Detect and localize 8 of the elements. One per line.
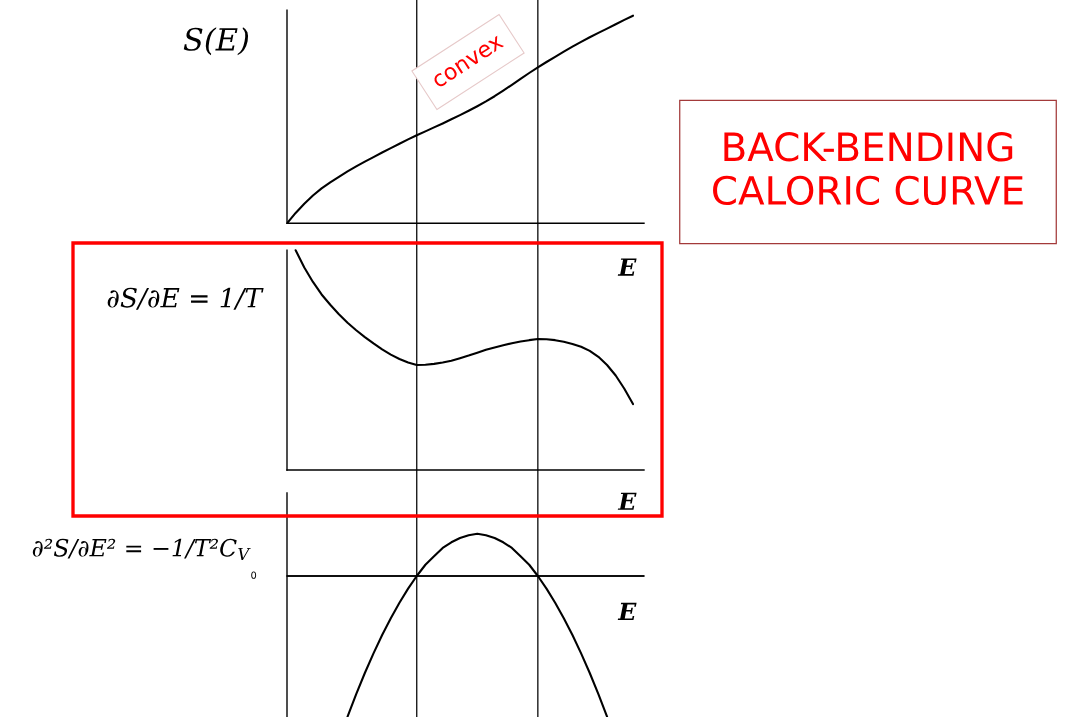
y-axis-title: ∂S/∂E = 1/T <box>107 287 264 310</box>
text: BACK-BENDING CALORIC CURVE <box>713 132 1023 206</box>
y-axis-title: S(E) <box>183 27 249 56</box>
x-axis-title: E <box>617 492 637 510</box>
x-axis-title: E <box>617 258 637 276</box>
ref-line-label: 0 <box>251 571 257 579</box>
x-axis-title: E <box>617 602 637 621</box>
y-axis-title: ∂²S/∂E² = −1/T²C$_{V}$ <box>32 538 251 561</box>
